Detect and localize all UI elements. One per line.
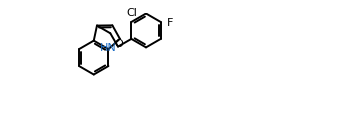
Text: F: F bbox=[167, 18, 173, 28]
Text: HN: HN bbox=[100, 43, 117, 53]
Text: Cl: Cl bbox=[127, 7, 138, 17]
Text: O: O bbox=[114, 38, 123, 48]
